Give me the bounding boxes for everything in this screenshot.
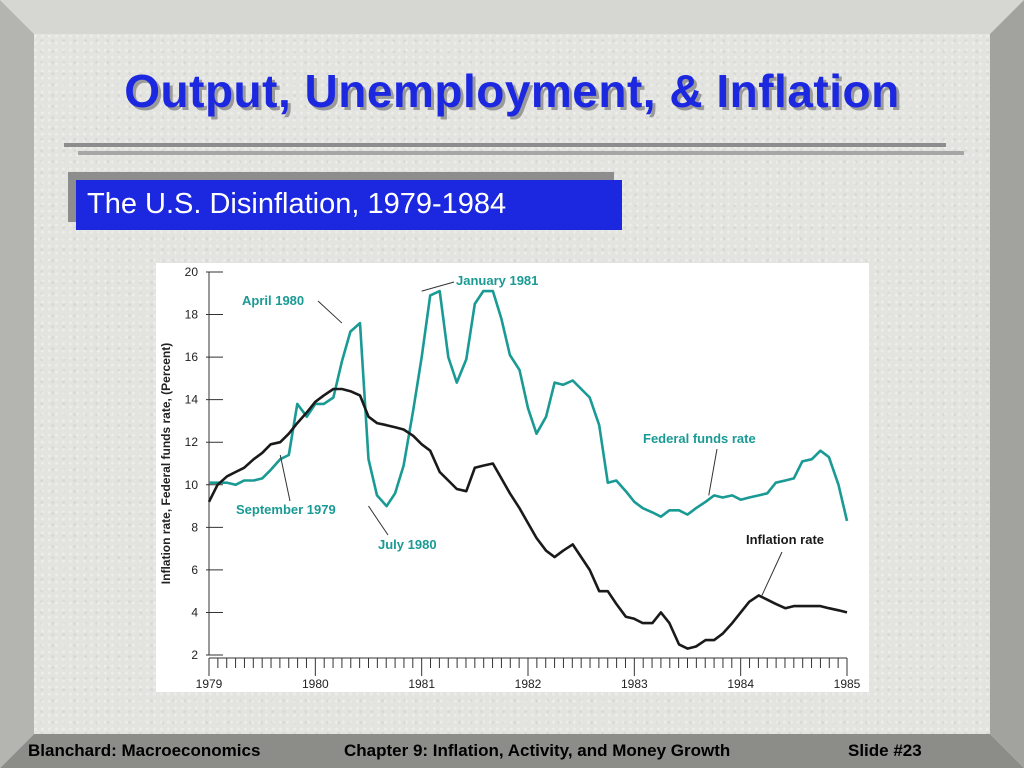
annotation-leader xyxy=(421,281,455,292)
y-tick-label: 12 xyxy=(185,435,199,449)
x-tick-label: 1980 xyxy=(302,677,329,691)
y-tick-label: 6 xyxy=(191,563,198,577)
annotation-leader xyxy=(317,300,343,324)
footer-chapter: Chapter 9: Inflation, Activity, and Mone… xyxy=(344,741,731,760)
y-tick-label: 2 xyxy=(191,648,198,662)
annotation-label: Federal funds rate xyxy=(643,431,756,446)
x-tick-label: 1985 xyxy=(834,677,861,691)
frame-left-bevel xyxy=(0,0,34,768)
chart-panel: 2 4 6 8 10 12 14 16 18 20 1979 1980 1981 1982 1983 1984… xyxy=(156,263,869,692)
footer-author: Blanchard: Macroeconomics xyxy=(28,741,261,760)
annotation-label: April 1980 xyxy=(242,293,304,308)
footer-slide-number: Slide #23 xyxy=(848,741,922,760)
x-tick-label: 1979 xyxy=(196,677,223,691)
y-tick-label: 8 xyxy=(191,520,198,534)
y-tick-label: 20 xyxy=(185,265,199,279)
annotation-leader xyxy=(368,505,389,536)
frame-right-bevel xyxy=(990,0,1024,768)
title-divider-bottom xyxy=(78,151,964,155)
annotation-label: July 1980 xyxy=(378,537,437,552)
annotation-label: Inflation rate xyxy=(746,532,824,547)
annotation-leader xyxy=(761,551,783,596)
annotation-label: September 1979 xyxy=(236,502,336,517)
series-line-inflation-rate xyxy=(207,387,848,650)
y-tick-label: 10 xyxy=(185,478,199,492)
x-tick-label: 1983 xyxy=(621,677,648,691)
y-tick-label: 16 xyxy=(185,350,199,364)
annotation-label: January 1981 xyxy=(456,273,538,288)
x-tick-label: 1984 xyxy=(727,677,754,691)
y-tick-label: 18 xyxy=(185,308,199,322)
annotation-leader xyxy=(279,454,291,502)
x-tick-label: 1981 xyxy=(408,677,435,691)
line-chart: 2 4 6 8 10 12 14 16 18 20 1979 1980 1981 1982 1983 1984… xyxy=(159,265,861,691)
series-line-federal-funds-rate xyxy=(209,289,849,522)
frame-top-bevel xyxy=(0,0,1024,34)
slide-title: Output, Unemployment, & Inflation xyxy=(124,65,900,117)
y-tick-label: 14 xyxy=(185,393,199,407)
slide-subtitle: The U.S. Disinflation, 1979-1984 xyxy=(76,180,622,230)
title-divider-top xyxy=(64,143,946,147)
y-axis-label: Inflation rate, Federal funds rate, (Per… xyxy=(159,343,173,584)
annotation-leader xyxy=(708,448,718,496)
x-tick-label: 1982 xyxy=(515,677,542,691)
frame-bottom-bevel xyxy=(0,734,1024,768)
y-tick-label: 4 xyxy=(191,605,198,619)
